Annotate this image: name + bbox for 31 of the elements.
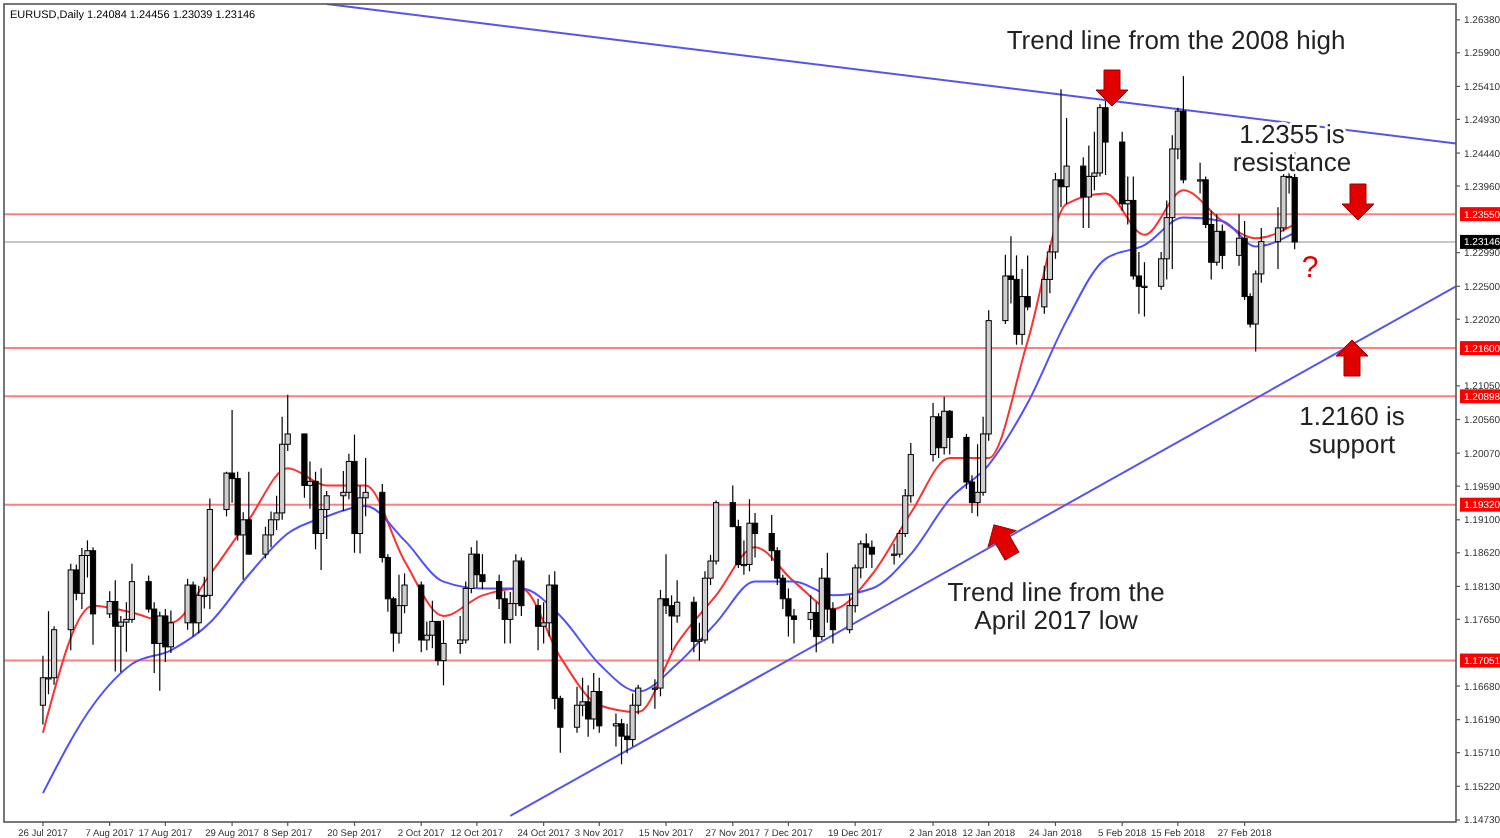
candlestick bbox=[318, 467, 325, 571]
candlestick bbox=[751, 512, 759, 559]
candlestick bbox=[868, 539, 875, 569]
candlestick bbox=[195, 585, 202, 634]
annotation: 1.2160 is support bbox=[1299, 401, 1406, 460]
candlestick bbox=[112, 579, 119, 673]
candlestick bbox=[863, 532, 870, 569]
candlestick bbox=[618, 718, 625, 765]
annotation: Trend line from the April 2017 low bbox=[947, 577, 1165, 636]
candlestick bbox=[807, 594, 814, 631]
candlestick bbox=[106, 590, 113, 619]
candlestick bbox=[573, 686, 581, 734]
candlestick bbox=[746, 498, 753, 572]
candlestick bbox=[935, 412, 942, 459]
candlestick bbox=[629, 692, 636, 748]
candlestick bbox=[1102, 100, 1109, 176]
candlestick bbox=[518, 556, 525, 617]
candlestick bbox=[473, 539, 480, 589]
candlestick bbox=[946, 409, 953, 456]
candlestick bbox=[184, 578, 191, 631]
candlestick bbox=[78, 547, 85, 610]
candlestick bbox=[590, 672, 597, 730]
annotation: ? bbox=[1301, 250, 1319, 285]
candlestick bbox=[1219, 223, 1226, 270]
candlestick bbox=[440, 619, 447, 686]
candlestick bbox=[395, 574, 403, 645]
candlestick bbox=[596, 677, 603, 734]
candlestick bbox=[167, 609, 174, 654]
candlestick bbox=[534, 598, 542, 651]
annotation: Trend line from the 2008 high bbox=[1006, 25, 1346, 56]
candlestick bbox=[690, 596, 697, 653]
